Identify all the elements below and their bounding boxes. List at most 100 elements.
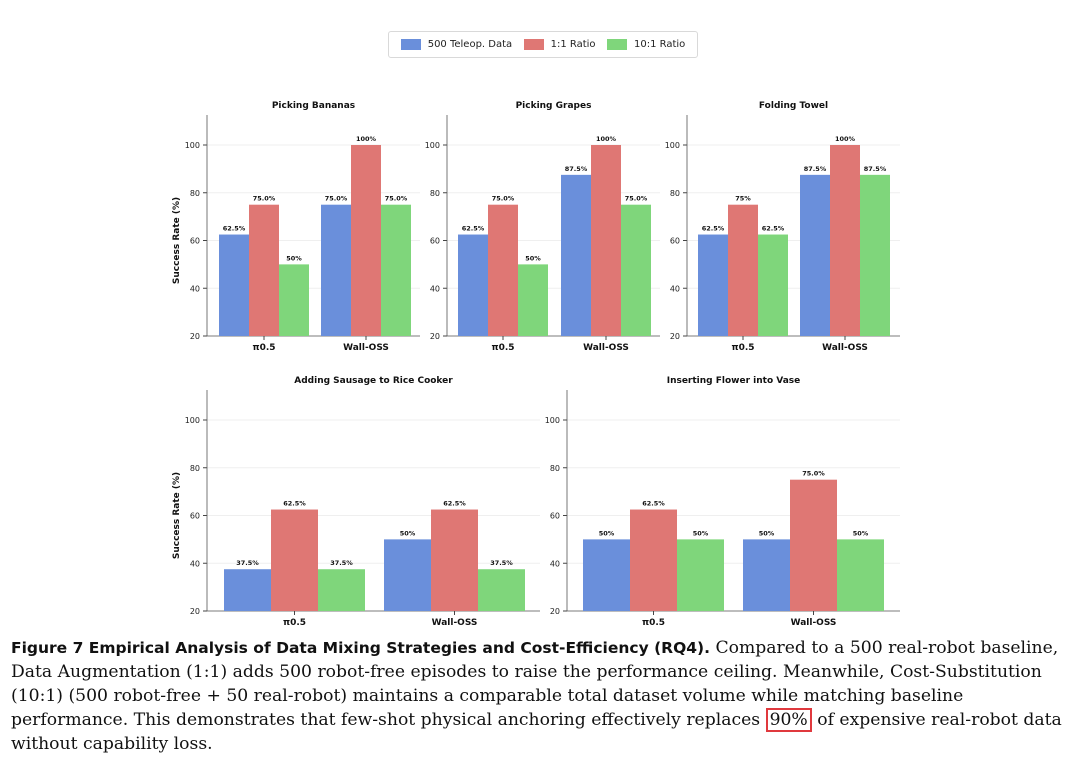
charts-canvas: 20 40 60 80 100 Picking Bananas Success Rate (…: [172, 101, 900, 628]
chart-2-bar: [518, 264, 548, 336]
chart-4-bar: [318, 569, 365, 611]
chart-4-data-label: 37.5%: [490, 559, 513, 567]
chart-2-x-tick-label: Wall-OSS: [583, 343, 629, 353]
chart-1-bar: [219, 234, 249, 336]
chart-3-y-tick-label: 80: [670, 189, 680, 198]
chart-5-bar: [677, 539, 724, 611]
chart-3-y-tick-label: 60: [670, 237, 680, 246]
chart-1-title: Picking Bananas: [272, 101, 355, 111]
chart-4-x-tick-label: π0.5: [283, 618, 306, 628]
caption-highlight: 90%: [765, 708, 812, 732]
chart-4-data-label: 62.5%: [283, 500, 306, 508]
chart-3-data-label: 62.5%: [762, 225, 785, 233]
chart-4-y-axis-label: Success Rate (%): [172, 472, 182, 559]
chart-5-y-tick-label: 80: [550, 464, 560, 473]
legend: 500 Teleop. Data 1:1 Ratio 10:1 Ratio: [388, 31, 698, 58]
chart-5-bar: [790, 479, 837, 611]
legend-label-ratio-1-1: 1:1 Ratio: [550, 39, 596, 50]
legend-item-ratio-10-1: 10:1 Ratio: [606, 39, 686, 50]
chart-5-data-label: 50%: [693, 529, 709, 537]
chart-4-y-tick-label: 20: [190, 607, 200, 616]
chart-2-bar: [458, 234, 488, 336]
chart-2-x-tick-label: π0.5: [491, 343, 514, 353]
chart-1-bar: [279, 264, 309, 336]
caption-label: Figure 7 Empirical Analysis of Data Mixi…: [11, 639, 711, 657]
chart-5-x-tick-label: π0.5: [642, 618, 665, 628]
chart-4-y-tick-label: 100: [185, 416, 200, 425]
legend-item-ratio-1-1: 1:1 Ratio: [523, 39, 596, 50]
chart-3-data-label: 75%: [735, 195, 751, 203]
chart-5-data-label: 75.0%: [802, 470, 825, 478]
chart-1-bar: [321, 204, 351, 336]
chart-5-y-tick-label: 20: [550, 607, 560, 616]
chart-1-y-tick-label: 80: [190, 189, 200, 198]
chart-1-x-tick-label: Wall-OSS: [343, 343, 389, 353]
chart-2-y-tick-label: 100: [425, 141, 440, 150]
chart-2-bar: [621, 204, 651, 336]
chart-3-bar: [728, 204, 758, 336]
chart-1-bar: [351, 145, 381, 336]
chart-2-bar: [591, 145, 621, 336]
chart-3-x-tick-label: π0.5: [731, 343, 754, 353]
chart-4-y-tick-label: 80: [190, 464, 200, 473]
chart-4-bar: [478, 569, 525, 611]
chart-4-bar: [224, 569, 271, 611]
chart-4-y-tick-label: 60: [190, 512, 200, 521]
legend-label-ratio-10-1: 10:1 Ratio: [633, 39, 686, 50]
chart-5-bar: [837, 539, 884, 611]
chart-2-data-label: 62.5%: [462, 225, 485, 233]
legend-swatch-ratio-1-1: [523, 39, 544, 50]
chart-3-bar: [860, 174, 890, 336]
chart-3-y-tick-label: 100: [665, 141, 680, 150]
chart-2-data-label: 50%: [525, 254, 541, 262]
chart-1-data-label: 62.5%: [223, 225, 246, 233]
chart-5-bar: [583, 539, 630, 611]
chart-4-bar: [271, 509, 318, 611]
chart-2-y-tick-label: 40: [430, 284, 440, 293]
chart-2-data-label: 75.0%: [625, 195, 648, 203]
chart-3-data-label: 87.5%: [804, 165, 827, 173]
chart-2-bar: [488, 204, 518, 336]
chart-4-data-label: 37.5%: [236, 559, 259, 567]
chart-5-data-label: 50%: [853, 529, 869, 537]
chart-5-bar: [630, 509, 677, 611]
chart-2-y-tick-label: 20: [430, 332, 440, 341]
chart-3-title: Folding Towel: [759, 101, 828, 111]
chart-3-data-label: 87.5%: [864, 165, 887, 173]
chart-5-x-tick-label: Wall-OSS: [791, 618, 837, 628]
chart-2-title: Picking Grapes: [516, 101, 592, 111]
chart-4-data-label: 50%: [400, 529, 416, 537]
chart-3-data-label: 100%: [835, 135, 856, 143]
chart-1-data-label: 75.0%: [253, 195, 276, 203]
caption-text-before: Compared to a 500 real-robot baseline, D…: [11, 638, 1059, 730]
chart-2-bar: [561, 174, 591, 336]
chart-3-y-tick-label: 20: [670, 332, 680, 341]
chart-1-data-label: 50%: [286, 254, 302, 262]
chart-1-data-label: 75.0%: [385, 195, 408, 203]
chart-3-bar: [698, 234, 728, 336]
chart-5-data-label: 50%: [759, 529, 775, 537]
chart-3-bar: [800, 174, 830, 336]
chart-1-x-tick-label: π0.5: [252, 343, 275, 353]
chart-5-y-tick-label: 100: [545, 416, 560, 425]
chart-1-y-tick-label: 40: [190, 284, 200, 293]
chart-1-y-axis-label: Success Rate (%): [172, 197, 182, 284]
chart-2-data-label: 100%: [596, 135, 617, 143]
chart-4-data-label: 37.5%: [330, 559, 353, 567]
chart-4-bar: [431, 509, 478, 611]
chart-1-bar: [249, 204, 279, 336]
chart-1-y-tick-label: 60: [190, 237, 200, 246]
legend-swatch-ratio-10-1: [606, 39, 627, 50]
chart-1-data-label: 100%: [356, 135, 377, 143]
chart-1-data-label: 75.0%: [325, 195, 348, 203]
chart-4-data-label: 62.5%: [443, 500, 466, 508]
caption-text-after: of expensive real-robot data without cap…: [11, 710, 1062, 754]
chart-4-x-tick-label: Wall-OSS: [432, 618, 478, 628]
legend-item-teleop: 500 Teleop. Data: [400, 39, 512, 50]
chart-2-y-tick-label: 80: [430, 189, 440, 198]
chart-5-data-label: 50%: [599, 529, 615, 537]
legend-swatch-teleop: [400, 39, 421, 50]
chart-2-data-label: 75.0%: [492, 195, 515, 203]
chart-3-data-label: 62.5%: [702, 225, 725, 233]
chart-5-data-label: 62.5%: [642, 500, 665, 508]
